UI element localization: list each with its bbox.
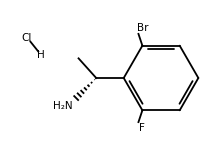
Text: H: H	[37, 50, 45, 60]
Text: Br: Br	[138, 23, 149, 33]
Text: H₂N: H₂N	[53, 101, 73, 111]
Text: Cl: Cl	[21, 33, 32, 43]
Text: F: F	[140, 123, 145, 133]
